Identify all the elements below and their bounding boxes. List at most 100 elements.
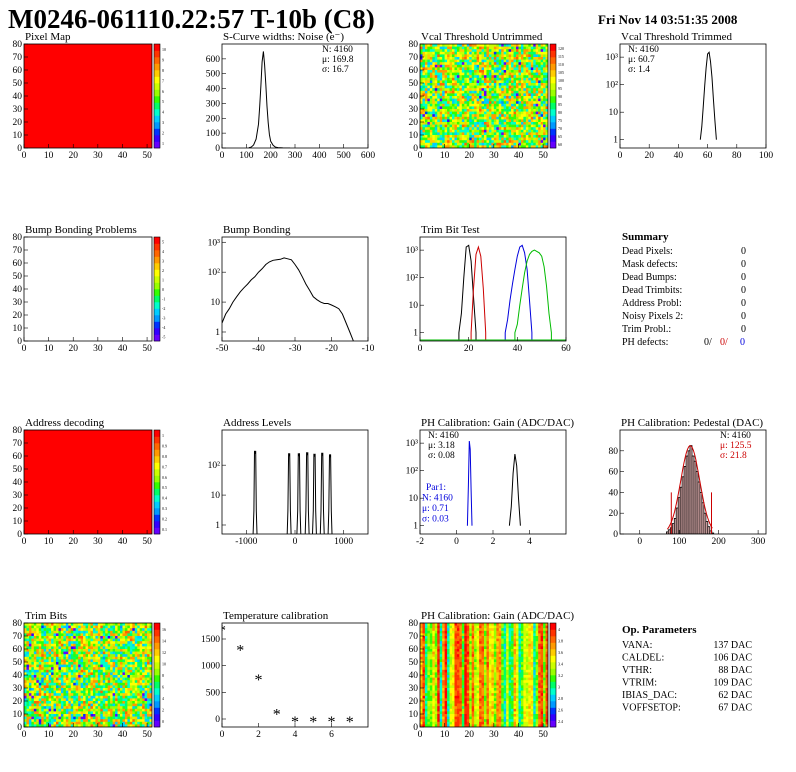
heatmap-cell <box>58 662 62 665</box>
heatmap-cell <box>508 628 512 632</box>
heatmap-cell <box>26 721 30 725</box>
heatmap-cell <box>459 127 463 131</box>
heatmap-cell <box>476 114 480 118</box>
heatmap-cell <box>38 656 42 660</box>
heatmap-cell <box>85 714 89 717</box>
heatmap-cell <box>24 688 27 691</box>
heatmap-cell <box>449 85 453 89</box>
heatmap-cell <box>53 688 57 691</box>
heatmap-cell <box>479 137 482 141</box>
heatmap-cell <box>41 685 44 689</box>
heatmap-cell <box>538 103 541 107</box>
heatmap-cell <box>508 623 512 626</box>
heatmap-cell <box>110 672 113 676</box>
heatmap-cell <box>65 690 69 694</box>
heatmap-cell <box>437 140 440 144</box>
heatmap-cell <box>466 633 470 637</box>
heatmap-cell <box>46 719 49 723</box>
heatmap-cell <box>46 685 49 689</box>
heatmap-cell <box>496 114 500 118</box>
heatmap-cell <box>420 628 423 632</box>
heatmap-cell <box>516 630 519 634</box>
heatmap-cell <box>83 721 86 725</box>
heatmap-cell <box>496 111 500 115</box>
heatmap-cell <box>117 680 121 684</box>
heatmap-cell <box>474 124 477 128</box>
heatmap-cell <box>80 701 84 704</box>
heatmap-cell <box>540 75 544 79</box>
heatmap-cell <box>528 93 532 97</box>
heatmap-cell <box>110 664 113 668</box>
heatmap-cell <box>454 77 458 81</box>
heatmap-cell <box>533 129 536 133</box>
heatmap-cell <box>498 46 502 50</box>
heatmap-cell <box>427 145 431 148</box>
heatmap-cell <box>466 114 470 118</box>
heatmap-cell <box>124 633 128 637</box>
heatmap-cell <box>533 625 536 629</box>
heatmap-cell <box>442 83 445 86</box>
heatmap-cell <box>70 672 74 676</box>
heatmap-cell <box>53 662 57 665</box>
heatmap-cell <box>56 719 59 723</box>
heatmap-cell <box>434 51 438 55</box>
heatmap-cell <box>56 688 59 691</box>
heatmap-cell <box>469 54 472 58</box>
heatmap-cell <box>427 101 431 105</box>
heatmap-cell <box>112 625 116 629</box>
heatmap-cell <box>437 111 440 115</box>
heatmap-cell <box>506 103 509 107</box>
colorbar-segment <box>154 315 160 322</box>
heatmap-cell <box>520 124 524 128</box>
colorbar-segment <box>154 430 160 437</box>
heatmap-cell <box>481 83 485 86</box>
heatmap-cell <box>464 80 468 84</box>
heatmap-cell <box>70 721 74 725</box>
heatmap-cell <box>107 641 111 645</box>
heatmap-cell <box>543 132 546 136</box>
heatmap-cell <box>147 636 150 639</box>
heatmap-cell <box>530 90 534 94</box>
heatmap-cell <box>58 669 62 673</box>
colorbar-tick-label: 6 <box>162 89 164 94</box>
heatmap-cell <box>48 623 52 626</box>
heatmap-cell <box>525 109 529 112</box>
heatmap-cell <box>535 96 539 99</box>
heatmap-cell <box>449 625 453 629</box>
heatmap-cell <box>459 129 463 133</box>
heatmap-cell <box>508 77 512 81</box>
colorbar-segment <box>154 237 160 244</box>
heatmap-cell <box>420 124 423 128</box>
heatmap-cell <box>520 62 524 66</box>
heatmap-cell <box>149 706 152 710</box>
heatmap-cell <box>449 101 453 105</box>
heatmap-cell <box>471 135 475 138</box>
heatmap-cell <box>481 111 485 115</box>
heatmap-cell <box>83 677 86 681</box>
heatmap-cell <box>112 693 116 697</box>
colorbar-segment <box>154 527 160 535</box>
heatmap-cell <box>508 57 512 60</box>
heatmap-cell <box>56 654 59 658</box>
heatmap-cell <box>129 625 133 629</box>
heatmap-cell <box>90 716 94 720</box>
heatmap-cell <box>476 630 480 634</box>
heatmap-cell <box>56 706 59 710</box>
heatmap-cell <box>461 132 465 136</box>
heatmap-cell <box>474 83 477 86</box>
heatmap-cell <box>545 623 548 626</box>
heatmap-cell <box>530 106 534 110</box>
heatmap-cell <box>24 667 27 671</box>
heatmap-cell <box>122 636 126 639</box>
heatmap-cell <box>474 49 477 53</box>
heatmap-cell <box>434 116 438 120</box>
heatmap-cell <box>117 685 121 689</box>
heatmap-cell <box>149 693 152 697</box>
heatmap-cell <box>129 685 133 689</box>
plot-frame <box>221 622 369 728</box>
heatmap-cell <box>31 623 35 626</box>
heatmap-cell <box>132 636 136 639</box>
heatmap-cell <box>511 124 514 128</box>
heatmap-cell <box>481 44 485 47</box>
heatmap-cell <box>38 719 42 723</box>
